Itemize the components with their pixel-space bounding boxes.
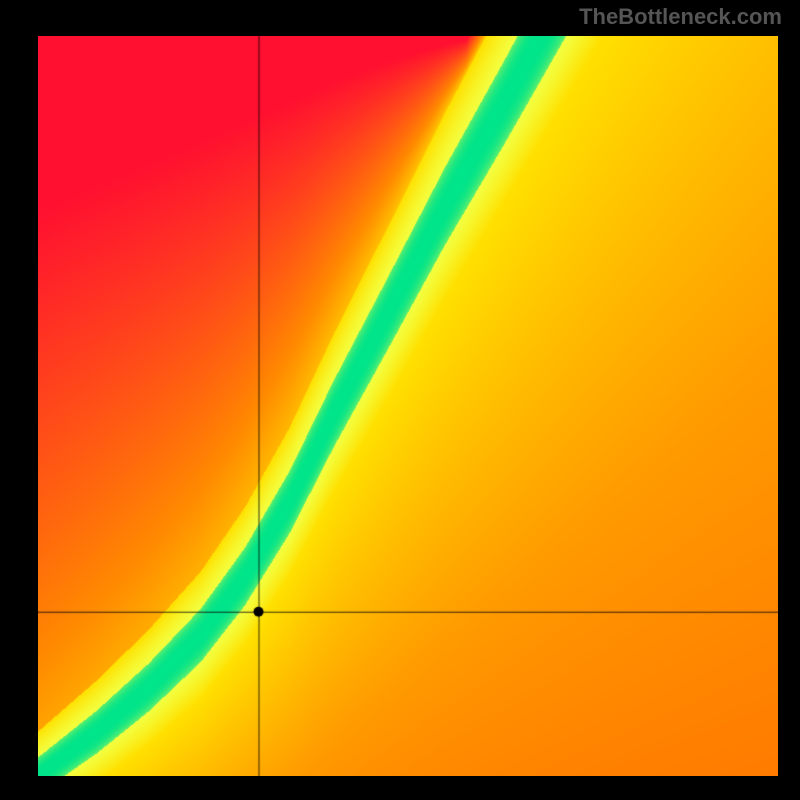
chart-container: TheBottleneck.com — [0, 0, 800, 800]
bottleneck-heatmap — [38, 36, 778, 776]
watermark-text: TheBottleneck.com — [579, 4, 782, 30]
